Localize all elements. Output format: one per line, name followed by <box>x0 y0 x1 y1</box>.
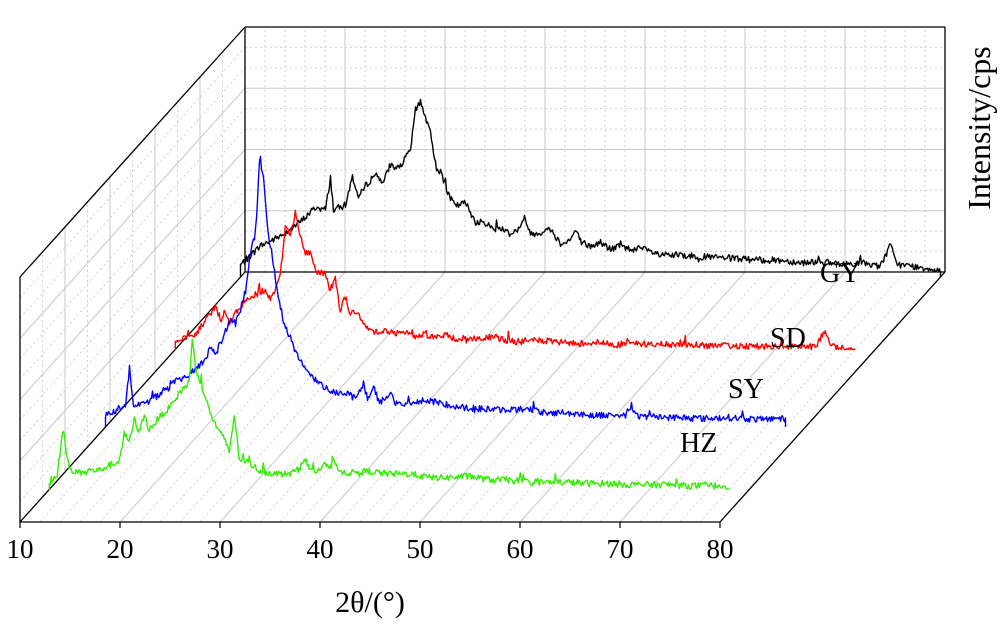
floor-grid-line <box>359 271 586 523</box>
floor-grid-line <box>139 271 366 523</box>
series-label-gy: GY <box>820 258 860 289</box>
floor-grid-line <box>639 271 866 523</box>
floor-grid-line <box>199 271 426 523</box>
right-floor-edge <box>719 271 946 523</box>
series-line-sy <box>104 155 787 427</box>
floor-grid-line <box>39 271 266 523</box>
floor-grid-line <box>619 271 846 523</box>
floor-grid-line <box>559 271 786 523</box>
floor-grid-line <box>679 271 906 523</box>
floor-grid-line <box>99 271 326 523</box>
series-line-sd <box>174 209 856 351</box>
floor-grid-line <box>119 271 346 523</box>
series-line-hz <box>48 338 730 490</box>
floor-grid-line <box>419 271 646 523</box>
chart-walls <box>20 27 945 522</box>
side-grid-diagonal <box>19 108 246 360</box>
side-grid-diagonal <box>19 169 246 421</box>
x-tick-label: 60 <box>507 534 534 564</box>
x-axis-label: 2θ/(°) <box>335 586 405 619</box>
side-grid-diagonal <box>19 230 246 482</box>
side-grid-diagonal <box>19 251 246 502</box>
series-label-sy: SY <box>728 374 764 405</box>
series-layer <box>48 98 942 490</box>
floor-grid-line <box>339 271 566 523</box>
series-label-hz: HZ <box>680 428 717 459</box>
grid-lines <box>19 26 946 523</box>
floor-grid-line <box>299 271 526 523</box>
floor-grid-line <box>59 271 286 523</box>
floor-grid-line <box>439 271 666 523</box>
floor-grid-line <box>499 271 726 523</box>
floor-grid-line <box>459 271 686 523</box>
floor-grid-line <box>699 271 926 523</box>
x-tick-label: 70 <box>607 534 634 564</box>
x-tick-label: 30 <box>207 534 234 564</box>
x-tick-label: 50 <box>407 534 434 564</box>
side-grid-diagonal <box>19 87 246 339</box>
side-grid-diagonal <box>19 67 246 319</box>
top-left-edge <box>19 26 246 278</box>
side-grid-diagonal <box>19 210 246 462</box>
side-grid-diagonal <box>19 128 246 380</box>
floor-grid-line <box>379 271 606 523</box>
x-tick-label: 80 <box>707 534 734 564</box>
floor-grid-line <box>279 271 506 523</box>
floor-grid-line <box>219 271 446 523</box>
floor-grid-line <box>319 271 546 523</box>
floor-grid-line <box>599 271 826 523</box>
side-grid-diagonal <box>19 149 246 400</box>
x-tick-label: 20 <box>107 534 134 564</box>
y-axis-label: Intensity/cps <box>961 46 997 210</box>
side-grid-diagonal <box>19 47 246 298</box>
x-tick-label: 10 <box>7 534 34 564</box>
floor-grid-line <box>179 271 406 523</box>
floor-grid-line <box>579 271 806 523</box>
x-tick-label: 40 <box>307 534 334 564</box>
floor-grid-line <box>259 271 486 523</box>
series-label-sd: SD <box>770 323 806 354</box>
floor-grid-line <box>159 271 386 523</box>
floor-grid-line <box>239 271 466 523</box>
floor-grid-line <box>79 271 306 523</box>
side-grid-diagonal <box>19 189 246 441</box>
x-tick-labels: 10 20 30 40 50 60 70 80 <box>7 522 734 564</box>
floor-grid-line <box>659 271 886 523</box>
series-line-gy <box>239 98 942 277</box>
floor-grid-line <box>399 271 626 523</box>
